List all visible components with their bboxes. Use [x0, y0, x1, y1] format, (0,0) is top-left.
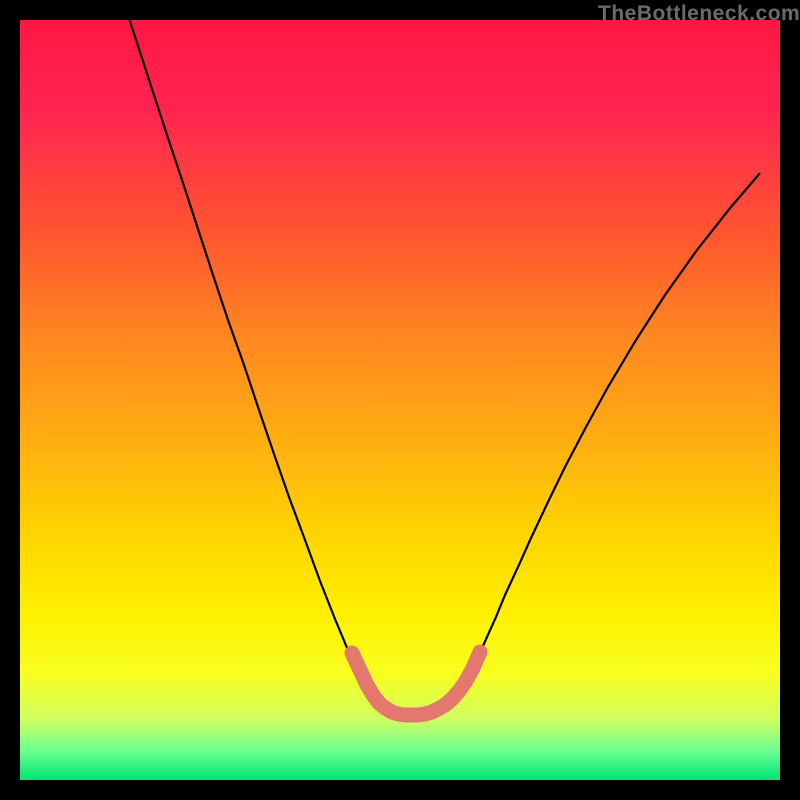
optimal-range-highlight	[352, 652, 480, 715]
watermark-text: TheBottleneck.com	[598, 2, 800, 26]
plot-area	[20, 20, 780, 780]
curve-layer	[20, 20, 780, 780]
bottleneck-curve	[123, 20, 760, 717]
